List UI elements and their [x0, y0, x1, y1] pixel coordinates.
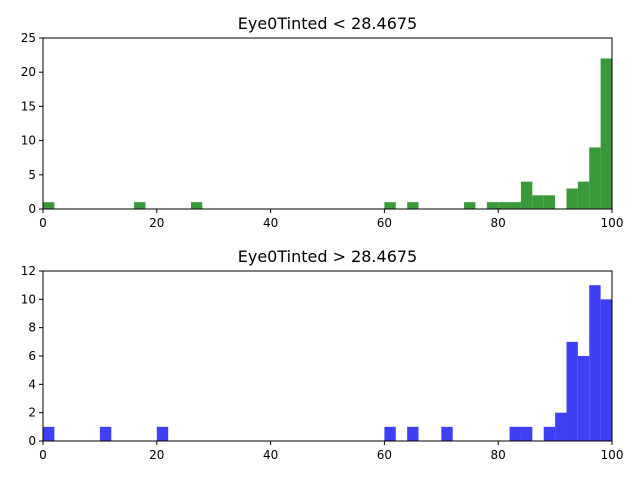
histogram-bar [464, 202, 476, 209]
histogram-top: 0 20 40 60 80 100 0 5 10 15 20 25 Eye0Tinted < 28.46… [21, 14, 624, 230]
histogram-bar [600, 58, 612, 209]
y-tick-label: 15 [21, 99, 36, 113]
histogram-bar [384, 426, 396, 441]
histogram-bar [589, 147, 601, 209]
histogram-bar [43, 202, 55, 209]
y-tick-label: 4 [28, 377, 36, 391]
axes-frame [42, 270, 613, 442]
y-tick-label: 0 [28, 434, 36, 448]
x-tick-label: 80 [491, 216, 506, 230]
histogram-bar [486, 202, 499, 209]
histogram-bar [543, 426, 556, 441]
histogram-bar [384, 202, 396, 209]
histogram-bar [577, 356, 590, 441]
histogram-bar [520, 181, 533, 209]
histogram-bar [555, 412, 567, 441]
histogram-bar [566, 188, 578, 209]
histogram-bottom: 0 20 40 60 80 100 0 2 4 6 8 10 12 Eye0Tinted > 28.467… [21, 247, 624, 462]
x-tick-label: 100 [601, 216, 624, 230]
x-tick-label: 100 [601, 448, 624, 462]
histogram-bar [43, 426, 55, 441]
x-tick-label: 60 [377, 216, 392, 230]
chart-title: Eye0Tinted < 28.4675 [238, 14, 417, 33]
y-tick-label: 2 [28, 406, 36, 420]
x-tick-label: 0 [39, 448, 47, 462]
histogram-bar [509, 426, 521, 441]
histogram-bar [156, 426, 169, 441]
histogram-bar [99, 426, 112, 441]
histogram-bar [520, 426, 533, 441]
histogram-bar [600, 299, 612, 441]
histogram-bar [190, 202, 203, 209]
y-tick-label: 8 [28, 321, 36, 335]
y-tick-label: 10 [21, 134, 36, 148]
x-tick-label: 80 [491, 448, 506, 462]
x-tick-label: 20 [149, 216, 164, 230]
histogram-bar [441, 426, 453, 441]
y-tick-label: 10 [21, 292, 36, 306]
chart-title: Eye0Tinted > 28.4675 [238, 247, 417, 266]
histogram-bar [532, 195, 544, 209]
x-tick-label: 0 [39, 216, 47, 230]
histogram-bar [498, 202, 510, 209]
y-tick-label: 25 [21, 31, 36, 45]
x-tick-label: 20 [149, 448, 164, 462]
histogram-bar [407, 202, 419, 209]
histogram-bar [566, 341, 578, 441]
histogram-bar [509, 202, 521, 209]
histogram-bar [407, 426, 419, 441]
histogram-bar [134, 202, 146, 209]
x-tick-label: 40 [263, 216, 278, 230]
histogram-bar [543, 195, 556, 209]
y-tick-label: 6 [28, 349, 36, 363]
y-tick-label: 5 [28, 168, 36, 182]
x-tick-label: 40 [263, 448, 278, 462]
x-tick-label: 60 [377, 448, 392, 462]
axes-frame [42, 37, 613, 210]
y-tick-label: 0 [28, 202, 36, 216]
y-tick-label: 20 [21, 65, 36, 79]
y-tick-label: 12 [21, 264, 36, 278]
histogram-bar [589, 285, 601, 441]
histogram-bar [577, 181, 590, 209]
